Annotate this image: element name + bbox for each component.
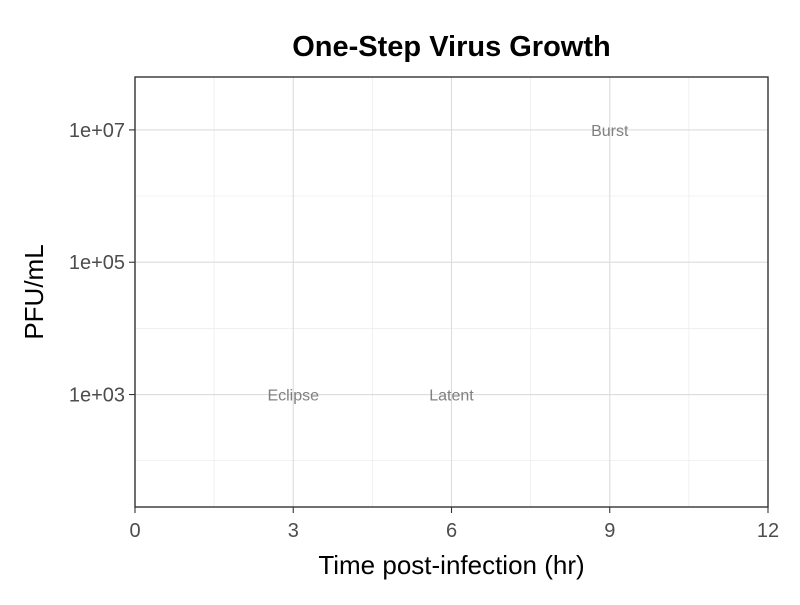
x-tick-label: 6 — [446, 520, 457, 542]
x-axis-title: Time post-infection (hr) — [318, 550, 584, 580]
y-tick-label: 1e+05 — [69, 252, 125, 274]
x-tick-label: 0 — [129, 520, 140, 542]
annotations-layer: Eclipse Latent Burst — [267, 123, 629, 405]
y-tick-label: 1e+07 — [69, 120, 125, 142]
annotation-latent: Latent — [429, 388, 474, 405]
x-tick-label: 9 — [604, 520, 615, 542]
x-tick-label: 12 — [757, 520, 779, 542]
grid-layer — [134, 77, 769, 507]
annotation-burst: Burst — [591, 123, 629, 140]
x-tick-label: 3 — [288, 520, 299, 542]
ticks-layer: 0 3 6 9 12 1e+03 1e+05 1e+07 — [69, 120, 779, 542]
y-tick-label: 1e+03 — [69, 385, 125, 407]
chart-title: One-Step Virus Growth — [292, 31, 611, 63]
y-axis-title: PFU/mL — [19, 244, 49, 339]
annotation-eclipse: Eclipse — [267, 388, 319, 405]
